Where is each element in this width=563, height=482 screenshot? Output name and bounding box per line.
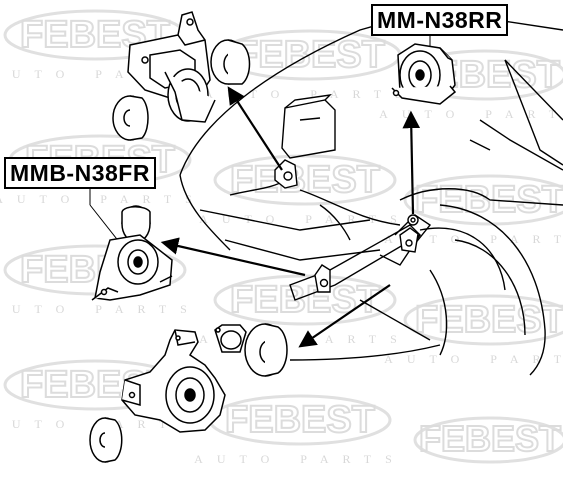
svg-text:FEBEST: FEBEST (230, 159, 380, 201)
svg-text:FEBEST: FEBEST (419, 418, 561, 459)
svg-text:FEBEST: FEBEST (415, 179, 563, 221)
svg-text:AUTO PARTS: AUTO PARTS (379, 107, 563, 121)
arrow-to-front-right-mount (160, 237, 306, 277)
pointer-arrows (160, 86, 421, 348)
watermark-6: FEBEST AUTO PARTS (384, 174, 563, 246)
part-number-label-rear-right: MM-N38RR (371, 4, 509, 36)
arrow-to-rear-right-mount (402, 110, 421, 215)
part-front-right-mount (91, 205, 173, 301)
part-rear-right-mount (391, 43, 457, 105)
svg-text:AUTO PARTS: AUTO PARTS (384, 232, 563, 246)
part-number-label-front-right: MMB-N38FR (4, 157, 156, 189)
svg-text:AUTO PARTS: AUTO PARTS (194, 452, 406, 466)
part-bottom-mount (89, 323, 288, 463)
watermark-layer: FEBEST AUTO PARTS FEBEST AUTO PARTS FEBE… (0, 9, 563, 466)
watermark-12: FEBEST (413, 416, 563, 464)
svg-text:AUTO PARTS: AUTO PARTS (204, 87, 416, 101)
svg-text:AUTO PARTS: AUTO PARTS (0, 192, 206, 206)
arrow-to-bottom-mount (298, 284, 391, 348)
svg-text:AUTO PARTS: AUTO PARTS (384, 352, 563, 366)
watermark-9: FEBEST AUTO PARTS (384, 294, 563, 366)
svg-text:FEBEST: FEBEST (230, 279, 380, 321)
svg-text:AUTO PARTS: AUTO PARTS (199, 212, 411, 226)
svg-text:AUTO PARTS: AUTO PARTS (0, 417, 201, 431)
arrow-to-top-mount (227, 86, 283, 171)
svg-text:AUTO PARTS: AUTO PARTS (0, 302, 201, 316)
svg-text:FEBEST: FEBEST (415, 299, 563, 341)
car-outline (179, 9, 563, 376)
part-top-mount (112, 11, 251, 141)
watermark-11: FEBEST AUTO PARTS (194, 394, 406, 466)
svg-text:FEBEST: FEBEST (225, 399, 375, 441)
